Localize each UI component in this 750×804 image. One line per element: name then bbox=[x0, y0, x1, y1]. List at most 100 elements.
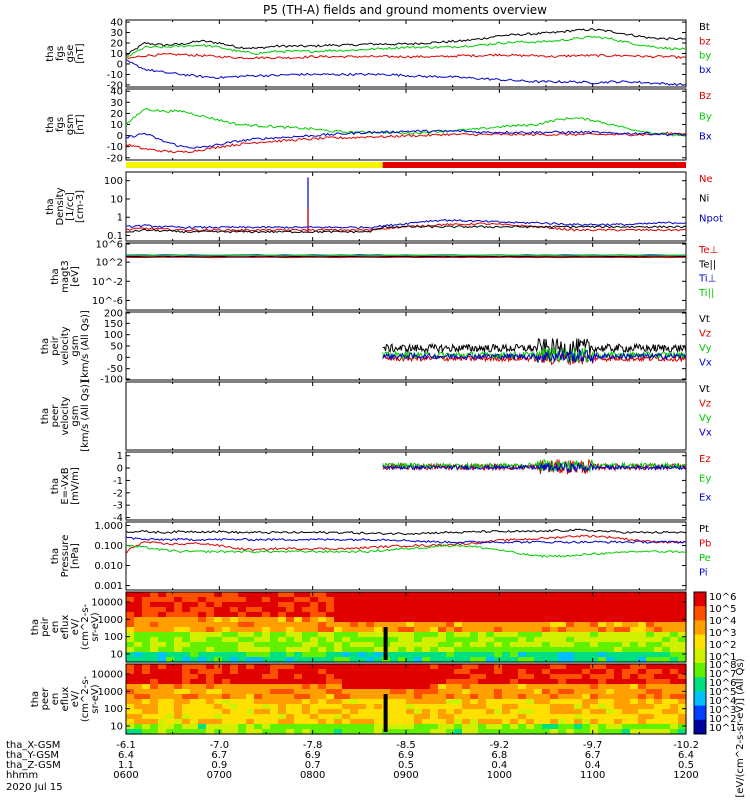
peer-eflux-cell bbox=[430, 729, 439, 735]
peir-eflux-cell bbox=[582, 607, 591, 613]
peer-eflux-cell bbox=[214, 674, 223, 680]
xaxis-value: 0.9 bbox=[211, 760, 227, 771]
peer-eflux-cell bbox=[238, 719, 247, 725]
peir-eflux-cell bbox=[358, 652, 367, 658]
peer-eflux-cell bbox=[526, 669, 535, 675]
peer-eflux-cell bbox=[158, 679, 167, 685]
peer-eflux-cell bbox=[350, 669, 359, 675]
peir-eflux-cell bbox=[166, 602, 175, 608]
peir-eflux-cell bbox=[510, 632, 519, 638]
peer-eflux-cell bbox=[198, 719, 207, 725]
peir-eflux-cell bbox=[206, 647, 215, 653]
peir-eflux-cell bbox=[254, 627, 263, 633]
peer-eflux-cell bbox=[446, 714, 455, 720]
peir-eflux-cell bbox=[342, 627, 351, 633]
peer-eflux-cell bbox=[326, 694, 335, 700]
colorbar-band bbox=[694, 719, 706, 735]
peir-eflux-cell bbox=[358, 617, 367, 623]
peir-eflux-cell bbox=[678, 597, 687, 603]
peir-eflux-cell bbox=[150, 632, 159, 638]
peir-eflux-cell bbox=[630, 642, 639, 648]
peir-eflux-cell bbox=[630, 652, 639, 658]
xaxis-value: -8.5 bbox=[396, 740, 416, 751]
peer-eflux-cell bbox=[126, 704, 135, 710]
peir-eflux-cell bbox=[166, 642, 175, 648]
peir-eflux-cell bbox=[470, 592, 479, 598]
peer-eflux-cell bbox=[510, 729, 519, 735]
fgs-gsm-ytick-label: 10 bbox=[110, 120, 123, 131]
peir-eflux-cell bbox=[438, 597, 447, 603]
peer-eflux-cell bbox=[230, 724, 239, 730]
peer-eflux-cell bbox=[278, 709, 287, 715]
peer-eflux-cell bbox=[446, 664, 455, 670]
peir-eflux-cell bbox=[238, 602, 247, 608]
peir-eflux-cell bbox=[198, 647, 207, 653]
peer-eflux-cell bbox=[366, 669, 375, 675]
peir-eflux-cell bbox=[230, 642, 239, 648]
peir-eflux-cell bbox=[214, 652, 223, 658]
peer-eflux-cell bbox=[446, 669, 455, 675]
peir-eflux-cell bbox=[262, 642, 271, 648]
peer-eflux-cell bbox=[606, 684, 615, 690]
peer-eflux-cell bbox=[582, 729, 591, 735]
fgs-gse-legend-2: by bbox=[699, 51, 711, 62]
peir-eflux-cell bbox=[510, 657, 519, 663]
peir-eflux-cell bbox=[534, 612, 543, 618]
fgs-gsm-ylabel-line: gsm bbox=[65, 114, 76, 135]
peer-eflux-cell bbox=[206, 709, 215, 715]
peer-eflux-cell bbox=[302, 674, 311, 680]
peer-eflux-cell bbox=[438, 704, 447, 710]
peer-eflux-cell bbox=[150, 669, 159, 675]
peer-eflux-cell bbox=[182, 674, 191, 680]
peer-eflux-cell bbox=[534, 709, 543, 715]
peir-eflux-cell bbox=[574, 617, 583, 623]
peer-eflux-cell bbox=[502, 679, 511, 685]
peer-eflux-cell bbox=[254, 714, 263, 720]
peir-eflux-cell bbox=[326, 612, 335, 618]
fgs-gsm-series-1 bbox=[125, 107, 687, 138]
peir-eflux-cell bbox=[478, 592, 487, 598]
peer-eflux-cell bbox=[414, 719, 423, 725]
peir-eflux-cell bbox=[494, 642, 503, 648]
peer-eflux-cell bbox=[198, 679, 207, 685]
peir-eflux-cell bbox=[270, 617, 279, 623]
peir-eflux-cell bbox=[254, 602, 263, 608]
peir-eflux-cell bbox=[494, 637, 503, 643]
peir-eflux-cell bbox=[558, 627, 567, 633]
peir-eflux-cell bbox=[214, 637, 223, 643]
e-field-legend-1: Ey bbox=[699, 473, 711, 484]
peir-eflux-cell bbox=[406, 592, 415, 598]
peir-eflux-cell bbox=[230, 602, 239, 608]
peir-eflux-cell bbox=[606, 632, 615, 638]
peer-eflux-cell bbox=[150, 694, 159, 700]
peir-eflux-cell bbox=[230, 647, 239, 653]
peer-eflux-cell bbox=[174, 719, 183, 725]
peer-eflux-cell bbox=[486, 684, 495, 690]
peer-eflux-cell bbox=[582, 719, 591, 725]
peer-eflux-cell bbox=[590, 669, 599, 675]
fgs-gse-ytick-label: 20 bbox=[110, 39, 123, 50]
temperature-ylabel-line: magt3 bbox=[60, 260, 71, 293]
peer-eflux-cell bbox=[566, 729, 575, 735]
peir-eflux-cell bbox=[670, 627, 679, 633]
peer-eflux-cell bbox=[494, 729, 503, 735]
peer-eflux-cell bbox=[582, 664, 591, 670]
peir-eflux-cell bbox=[342, 632, 351, 638]
peir-eflux-cell bbox=[254, 637, 263, 643]
peer-eflux-cell bbox=[494, 674, 503, 680]
peer-eflux-cell bbox=[598, 684, 607, 690]
peer-eflux-ytick-label: 100 bbox=[104, 704, 123, 715]
xaxis-value: -10.2 bbox=[673, 740, 699, 751]
peer-eflux-cell bbox=[558, 714, 567, 720]
peer-eflux-cell bbox=[414, 684, 423, 690]
peir-eflux-cell bbox=[678, 607, 687, 613]
peir-eflux-cell bbox=[278, 642, 287, 648]
peir-eflux-cell bbox=[470, 607, 479, 613]
peir-eflux-cell bbox=[678, 637, 687, 643]
peir-eflux-cell bbox=[462, 657, 471, 663]
peir-eflux-cell bbox=[214, 617, 223, 623]
peer-eflux-cell bbox=[150, 729, 159, 735]
peir-eflux-cell bbox=[270, 657, 279, 663]
peer-eflux-cell bbox=[222, 719, 231, 725]
peer-eflux-cell bbox=[614, 704, 623, 710]
